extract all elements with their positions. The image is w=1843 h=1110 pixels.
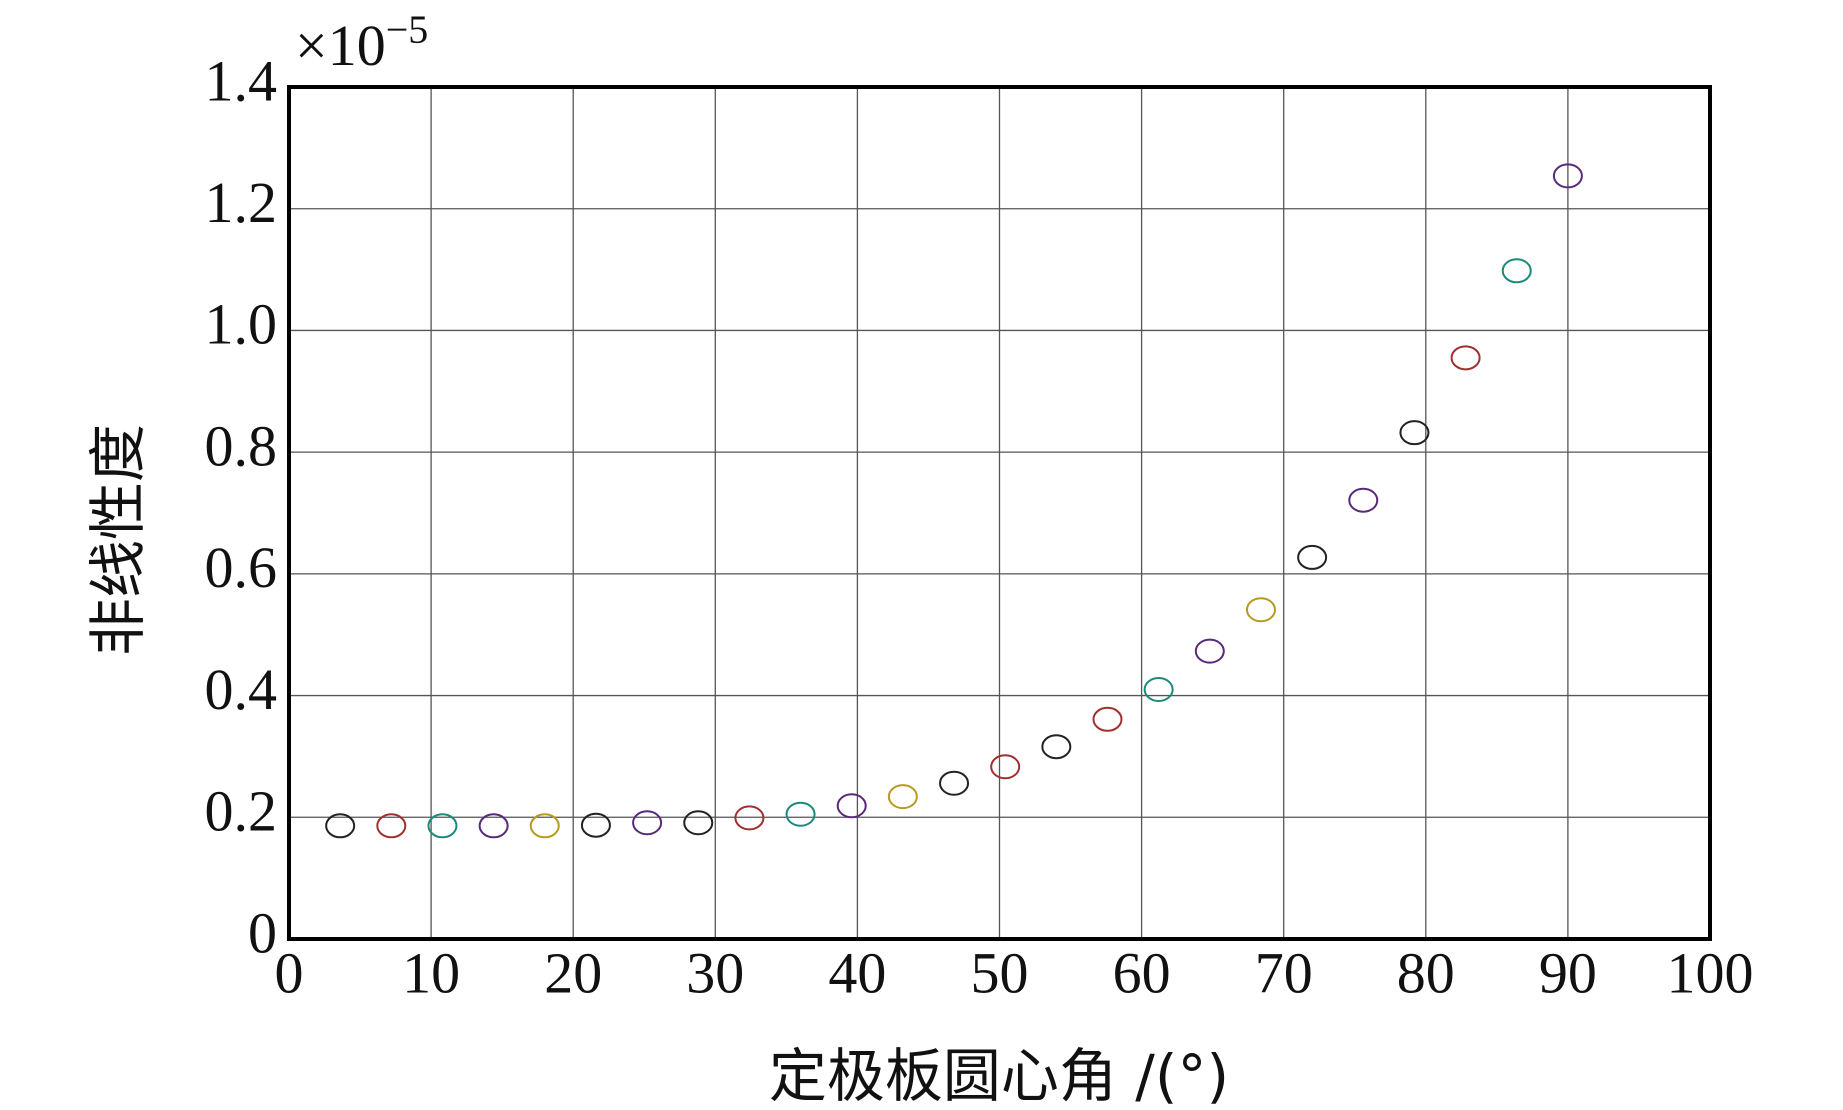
y-tick-label: 0 <box>248 900 277 965</box>
point <box>1143 676 1174 702</box>
point <box>580 812 611 838</box>
point <box>1501 258 1532 284</box>
y-tick-label: 1.0 <box>205 292 278 357</box>
point <box>887 784 918 810</box>
y-multiplier: ×10−5 <box>295 7 428 78</box>
y-tick-label: 1.4 <box>205 48 278 113</box>
point <box>785 801 816 827</box>
point <box>1245 597 1276 623</box>
y-tick-label: 0.2 <box>205 779 278 844</box>
y-tick-label: 0.8 <box>205 413 278 478</box>
x-tick-label: 40 <box>828 940 886 1005</box>
point <box>939 770 970 796</box>
point <box>427 813 458 839</box>
y-tick-label: 0.4 <box>205 657 278 722</box>
point <box>990 754 1021 780</box>
point <box>632 810 663 836</box>
x-tick-label: 20 <box>544 940 602 1005</box>
point <box>1399 420 1430 446</box>
x-tick-label: 30 <box>686 940 744 1005</box>
point <box>836 793 867 819</box>
point <box>529 813 560 839</box>
multiplier-base: ×10 <box>295 13 386 78</box>
point <box>1041 734 1072 760</box>
point <box>1450 345 1481 371</box>
point <box>1194 638 1225 664</box>
y-tick-label: 0.6 <box>205 535 278 600</box>
point <box>683 810 714 836</box>
point <box>376 813 407 839</box>
x-tick-label: 80 <box>1397 940 1455 1005</box>
point <box>1348 487 1379 513</box>
y-tick-label: 1.2 <box>205 170 278 235</box>
x-tick-label: 60 <box>1113 940 1171 1005</box>
point <box>1552 163 1583 189</box>
x-tick-label: 10 <box>402 940 460 1005</box>
point <box>1092 706 1123 732</box>
point <box>1297 544 1328 570</box>
x-tick-label: 100 <box>1667 940 1754 1005</box>
x-tick-label: 50 <box>971 940 1029 1005</box>
multiplier-exponent: −5 <box>386 7 429 52</box>
plot-frame <box>287 85 1712 941</box>
point <box>325 813 356 839</box>
x-tick-label: 70 <box>1255 940 1313 1005</box>
x-axis-label: 定极板圆心角 /(°) <box>769 1042 1229 1110</box>
x-tick-label: 0 <box>275 940 304 1005</box>
point <box>478 813 509 839</box>
x-tick-label: 90 <box>1539 940 1597 1005</box>
point <box>734 805 765 831</box>
y-axis-label: 非线性度 <box>84 424 152 656</box>
